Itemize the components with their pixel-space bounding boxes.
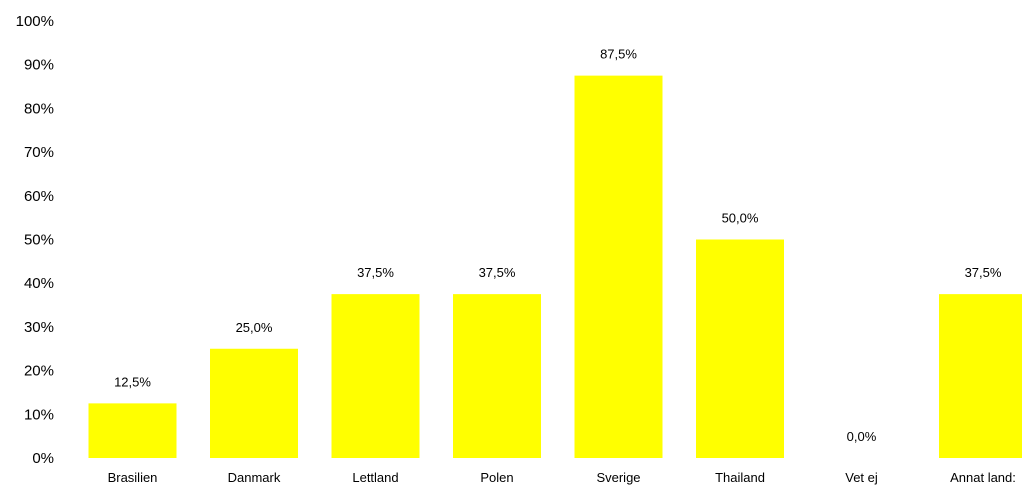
y-tick-label: 50% <box>24 232 54 249</box>
data-label: 37,5% <box>357 265 394 280</box>
y-tick-label: 70% <box>24 144 54 161</box>
x-tick-label: Lettland <box>352 470 398 485</box>
bar <box>331 294 420 458</box>
bar <box>574 75 663 458</box>
x-tick-label: Polen <box>480 470 513 485</box>
bar <box>696 239 784 458</box>
data-label: 25,0% <box>236 320 273 335</box>
bar <box>939 294 1022 458</box>
data-label: 37,5% <box>965 265 1002 280</box>
bar <box>453 294 541 458</box>
data-label: 12,5% <box>114 374 151 389</box>
x-tick-label: Thailand <box>715 470 765 485</box>
data-label: 37,5% <box>479 265 516 280</box>
data-label: 0,0% <box>847 429 877 444</box>
data-labels: 12,5% 25,0% 37,5% 37,5% 87,5% 50,0% 0,0% 37,5% <box>114 47 1002 444</box>
y-tick-label: 40% <box>24 275 54 292</box>
x-tick-label: Vet ej <box>845 470 878 485</box>
y-tick-label: 0% <box>32 450 54 467</box>
bars <box>88 75 1022 458</box>
y-tick-label: 60% <box>24 188 54 205</box>
x-tick-label: Annat land: <box>950 470 1016 485</box>
y-tick-label: 80% <box>24 100 54 117</box>
x-tick-label: Danmark <box>228 470 281 485</box>
x-tick-label: Sverige <box>596 470 640 485</box>
bar <box>88 403 177 458</box>
bar <box>210 348 298 458</box>
y-tick-label: 20% <box>24 363 54 380</box>
data-label: 87,5% <box>600 47 637 62</box>
y-axis-ticks: 0% 10% 20% 30% 40% 50% 60% 70% 80% 90% 100% <box>16 13 54 467</box>
y-tick-label: 90% <box>24 57 54 74</box>
y-tick-label: 100% <box>16 13 54 30</box>
x-tick-label: Brasilien <box>108 470 158 485</box>
y-tick-label: 10% <box>24 406 54 423</box>
y-tick-label: 30% <box>24 319 54 336</box>
data-label: 50,0% <box>722 211 759 226</box>
x-axis-ticks: Brasilien Danmark Lettland Polen Sverige Thai… <box>108 470 1016 485</box>
